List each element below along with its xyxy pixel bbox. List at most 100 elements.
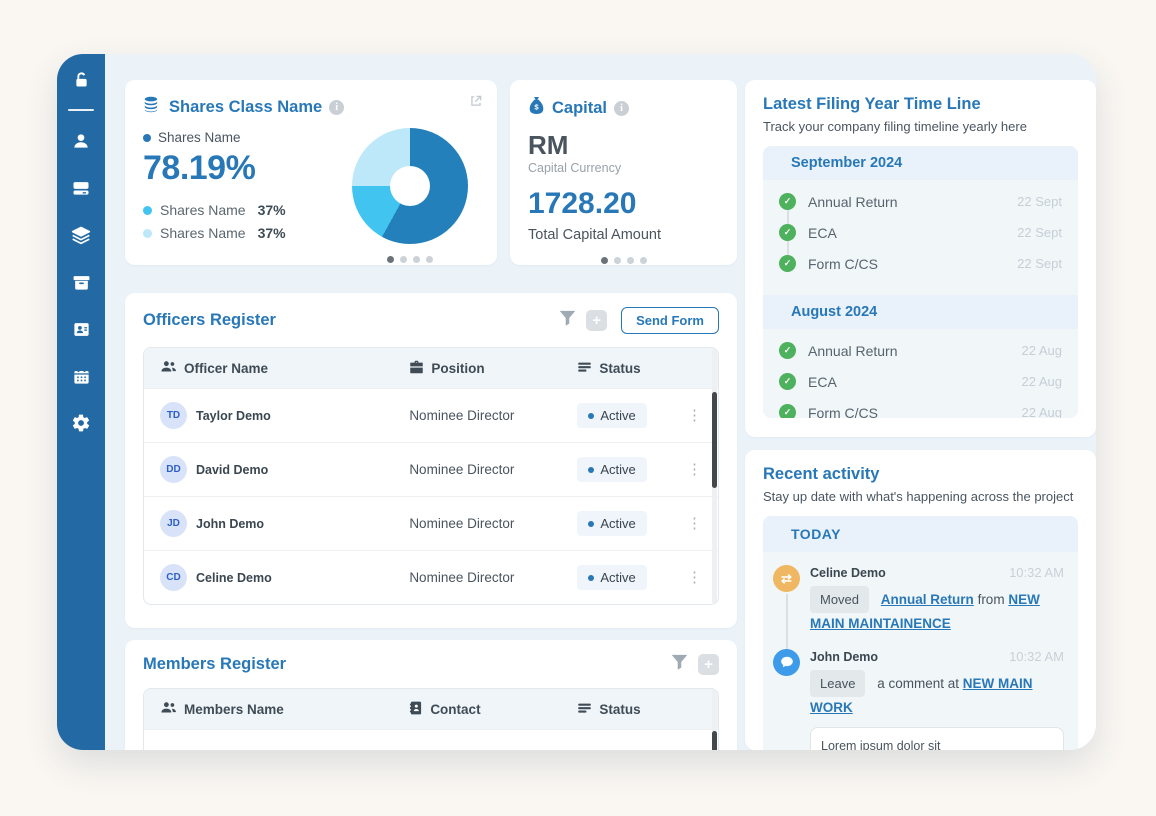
send-form-button[interactable]: Send Form — [621, 307, 719, 334]
status-dot — [588, 466, 595, 473]
check-icon: ✓ — [779, 373, 796, 390]
layers-icon[interactable] — [69, 223, 93, 247]
timeline-item[interactable]: ✓ ECA 22 Aug — [779, 366, 1062, 397]
capital-currency: RM — [528, 130, 569, 160]
timeline-item[interactable]: ✓ ECA 22 Sept — [779, 217, 1062, 248]
check-icon: ✓ — [779, 342, 796, 359]
legend-value: 37% — [257, 225, 286, 241]
filter-icon[interactable] — [671, 654, 688, 675]
avatar: JD — [160, 510, 187, 537]
officer-position: Nominee Director — [409, 516, 515, 531]
officers-register-panel: Officers Register + Send Form Officer Na… — [125, 293, 737, 628]
primary-series-dot — [143, 133, 151, 142]
filing-name: Annual Return — [808, 342, 898, 359]
officers-table-header: Officer Name Position Status — [144, 348, 718, 388]
add-officer-button[interactable]: + — [586, 310, 608, 331]
members-table-header: Members Name Contact Status — [144, 689, 718, 729]
row-menu-icon[interactable]: ⋮ — [686, 461, 702, 478]
carousel-dot[interactable] — [387, 256, 394, 263]
settings-icon[interactable] — [69, 411, 93, 435]
legend-dot — [143, 205, 152, 215]
add-member-button[interactable]: + — [698, 654, 719, 675]
table-row[interactable]: TD Taylor Demo Nominee Director Active ⋮ — [144, 388, 718, 442]
shares-donut-chart — [352, 128, 468, 244]
people-icon — [160, 360, 177, 376]
activity-title: Recent activity — [763, 465, 880, 483]
filing-date: 22 Sept — [1017, 194, 1062, 209]
status-badge: Active — [577, 565, 647, 590]
filing-name: Form C/CS — [808, 255, 878, 272]
activity-user: Celine Demo — [810, 566, 886, 580]
officers-table: Officer Name Position Status — [143, 347, 719, 605]
comment-bubble-icon — [773, 648, 800, 676]
legend-value: 37% — [257, 202, 286, 218]
card-icon[interactable] — [69, 176, 93, 200]
timeline-item[interactable]: ✓ Annual Return 22 Aug — [779, 335, 1062, 366]
carousel-dot[interactable] — [400, 256, 407, 263]
capital-amount: 1728.20 — [528, 187, 637, 220]
scrollbar-thumb[interactable] — [712, 731, 717, 750]
row-menu-icon[interactable]: ⋮ — [686, 407, 702, 424]
column-header: Officer Name — [184, 360, 269, 376]
carousel-dot[interactable] — [626, 257, 634, 264]
info-icon[interactable]: i — [329, 99, 345, 115]
info-icon[interactable]: i — [614, 100, 630, 116]
action-chip: Leave — [810, 669, 866, 698]
timeline-item[interactable]: ✓ Annual Return 22 Sept — [779, 186, 1062, 217]
row-menu-icon[interactable]: ⋮ — [686, 569, 702, 586]
timeline-item[interactable]: ✓ Form C/CS 22 Sept — [779, 248, 1062, 279]
avatar: DD — [160, 456, 187, 483]
row-menu-icon[interactable]: ⋮ — [686, 515, 702, 532]
shares-card-title: Shares Class Name — [169, 97, 323, 116]
filing-timeline-panel: Latest Filing Year Time Line Track your … — [745, 80, 1096, 437]
filing-date: 22 Sept — [1017, 225, 1062, 240]
filing-name: Annual Return — [808, 193, 898, 210]
activity-link[interactable]: NEW MAIN MAINTAINENCE — [810, 592, 1040, 632]
column-header: Status — [599, 701, 641, 717]
carousel-dot[interactable] — [613, 257, 621, 264]
filing-name: Form C/CS — [808, 404, 878, 419]
activity-item: ⇄ Celine Demo 10:32 AM Moved Annual Retu… — [763, 552, 1078, 650]
activity-link[interactable]: Annual Return — [880, 592, 974, 607]
activity-time: 10:32 AM — [1009, 565, 1064, 580]
unlock-icon[interactable] — [69, 68, 93, 92]
activity-link[interactable]: NEW MAIN WORK — [810, 675, 1033, 716]
status-badge: Active — [577, 511, 647, 536]
action-chip: Moved — [810, 586, 870, 614]
activity-item: John Demo 10:32 AM Leave a comment at NE… — [763, 636, 1078, 750]
timeline-month: September 2024 — [763, 146, 1078, 180]
table-row[interactable]: DD David Demo Nominee Director Active ⋮ — [144, 442, 718, 496]
check-icon: ✓ — [779, 255, 796, 272]
table-row[interactable] — [144, 729, 718, 750]
carousel-dot[interactable] — [413, 256, 420, 263]
table-row[interactable]: JD John Demo Nominee Director Active ⋮ — [144, 496, 718, 550]
check-icon: ✓ — [779, 224, 796, 241]
scrollbar-thumb[interactable] — [712, 392, 717, 488]
carousel-dot[interactable] — [639, 257, 647, 264]
user-icon[interactable] — [69, 129, 93, 153]
status-dot — [588, 574, 595, 581]
carousel-dot[interactable] — [600, 257, 608, 264]
legend-label: Shares Name — [160, 225, 246, 241]
primary-series-value: 78.19% — [143, 149, 256, 187]
filing-date: 22 Aug — [1021, 343, 1063, 358]
legend-dot — [143, 228, 152, 238]
carousel-dot[interactable] — [426, 256, 433, 263]
capital-currency-label: Capital Currency — [528, 161, 622, 175]
column-header: Contact — [430, 701, 481, 717]
scrollbar-track[interactable] — [712, 690, 717, 750]
avatar: CD — [160, 564, 187, 591]
id-card-icon[interactable] — [69, 317, 93, 341]
status-dot — [588, 412, 595, 419]
external-link-icon[interactable] — [469, 94, 483, 113]
bars-icon — [577, 702, 592, 717]
column-header: Position — [431, 360, 485, 376]
carousel-dots — [528, 257, 719, 264]
briefcase-icon — [409, 360, 424, 377]
filter-icon[interactable] — [559, 310, 576, 331]
calendar-icon[interactable] — [69, 364, 93, 388]
main-content: Shares Class Name i Shares Name 78.19% — [105, 54, 1096, 750]
timeline-item[interactable]: ✓ Form C/CS 22 Aug — [779, 397, 1062, 418]
table-row[interactable]: CD Celine Demo Nominee Director Active ⋮ — [144, 550, 718, 604]
archive-icon[interactable] — [69, 270, 93, 294]
